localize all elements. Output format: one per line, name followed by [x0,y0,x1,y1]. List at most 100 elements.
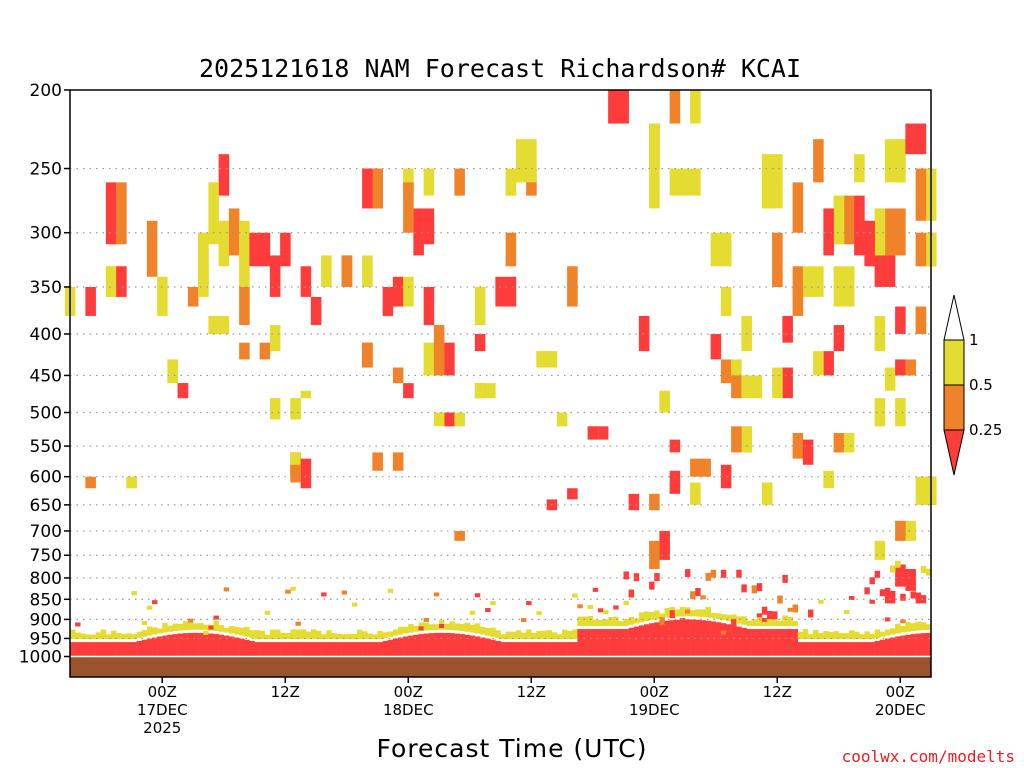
band-red [367,642,373,657]
band-yellow [336,633,342,640]
heatmap-cell [649,168,660,209]
band-red [105,642,112,657]
y-tick-label: 1000 [19,647,62,667]
band-red [290,642,296,657]
heatmap-cell [731,359,742,384]
heatmap-cell [895,359,906,376]
band-patch [623,571,629,580]
x-tick-label: 2025 [143,719,181,737]
band-patch [761,606,768,615]
band-patch [321,592,327,597]
band-red [726,624,732,657]
band-yellow [239,627,245,636]
band-yellow [510,631,517,640]
band-patch [423,617,430,622]
heatmap-cell [116,266,127,297]
heatmap-cell [392,276,404,307]
heatmap-cell [628,493,640,511]
band-yellow [731,614,737,623]
heatmap-cell [474,383,486,399]
band-patch [654,573,660,582]
band-yellow [756,617,763,626]
band-red [146,638,153,657]
band-yellow [341,634,348,640]
band-yellow [269,629,276,640]
band-yellow [767,616,773,626]
heatmap-cell [772,367,783,399]
band-yellow [326,630,332,640]
band-patch [351,602,358,607]
heatmap-cell [833,266,845,307]
band-patch [895,560,901,568]
heatmap-cell [874,315,886,352]
band-red [418,634,424,657]
heatmap-cell [720,464,732,489]
band-yellow [310,629,317,640]
band-yellow [505,631,512,640]
band-red [556,642,563,657]
heatmap-cell [843,433,855,453]
band-red [849,642,855,657]
colorbar-swatch [943,384,965,431]
band-yellow [797,631,804,640]
band-red [449,633,455,657]
band-yellow [741,616,747,625]
band-red [346,642,353,657]
band-red [582,629,588,657]
heatmap-cell [895,398,906,427]
band-yellow [392,629,399,636]
band-red [469,635,476,657]
heatmap-cell [813,351,824,376]
band-patch [736,569,742,578]
band-yellow [95,632,102,640]
band-yellow [449,621,455,631]
heatmap-cell [556,412,568,427]
heatmap-cell [423,168,435,196]
band-yellow [843,633,850,640]
band-yellow [915,621,922,631]
band-red [669,620,676,657]
band-red [121,642,127,657]
band-red [474,636,481,657]
y-tick-label: 850 [30,590,62,610]
heatmap-cell [362,255,373,287]
band-red [777,629,783,657]
credit-link[interactable]: coolwx.com/modelts [842,747,1015,766]
band-yellow [659,613,665,619]
band-patch [690,591,696,600]
band-yellow [603,619,609,626]
heatmap-cell [392,452,404,471]
band-red [505,642,512,657]
heatmap-cell [782,367,793,399]
band-patch [418,626,424,631]
ground-rect [70,656,931,677]
band-patch [705,572,711,581]
heatmap-cell [433,342,445,376]
heatmap-cell [362,168,373,209]
heatmap-cell [618,90,629,124]
heatmap-cell [269,398,281,420]
band-patch [843,609,850,614]
band-yellow [541,630,547,640]
band-yellow [331,633,337,640]
band-red [818,642,824,657]
band-patch [741,584,747,593]
band-red [336,642,342,657]
heatmap-cell [905,520,916,541]
heatmap-cell [915,232,927,267]
band-yellow [116,633,122,640]
heatmap-cell [884,590,896,604]
band-yellow [105,634,112,640]
heatmap-cell [802,439,814,465]
band-yellow [254,630,260,640]
band-yellow [674,609,681,617]
band-yellow [802,629,809,640]
heatmap-cell [720,232,732,267]
heatmap-cell [895,139,906,183]
band-red [920,633,927,657]
colorbar-top-arrow [943,294,965,341]
band-red [126,642,132,657]
band-red [690,619,696,657]
